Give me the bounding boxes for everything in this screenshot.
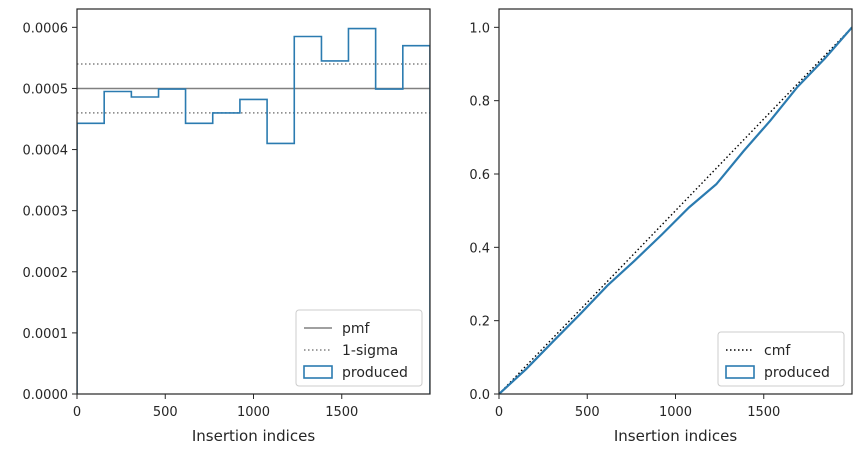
- left-plot: 0 500 1000 1500 0.0000 0.0001 0.0002 0.0003 0.00…: [23, 8, 431, 445]
- plot-area: [77, 27, 430, 394]
- legend-swatch-box: [303, 365, 333, 379]
- legend-label: produced: [764, 365, 830, 381]
- y-tick-label: 0.0: [469, 388, 490, 403]
- legend: cmf produced: [717, 331, 845, 387]
- produced-cdf-line: [499, 26, 852, 394]
- x-tick-label: 1500: [747, 405, 780, 420]
- y-tick-label: 0.0003: [23, 205, 69, 220]
- x-tick-label: 0: [73, 405, 81, 420]
- y-tick-label: 1.0: [469, 21, 490, 36]
- legend-frame: [717, 331, 845, 387]
- legend-frame: [295, 309, 423, 387]
- x-tick-label: 500: [153, 405, 178, 420]
- x-tick-label: 0: [495, 405, 503, 420]
- legend-entry: cmf: [726, 343, 791, 359]
- produced-histogram: [77, 27, 430, 394]
- legend-label: 1-sigma: [342, 343, 398, 359]
- legend-label: produced: [342, 365, 408, 381]
- y-tick-label: 0.0000: [23, 388, 69, 403]
- y-tick-label: 0.6: [469, 168, 490, 183]
- legend-entry: 1-sigma: [304, 343, 398, 359]
- y-tick-label: 0.4: [469, 241, 490, 256]
- legend-label: pmf: [342, 321, 371, 337]
- legend-entry: produced: [725, 365, 830, 381]
- y-tick-label: 0.8: [469, 95, 490, 110]
- cmf-line: [499, 26, 852, 394]
- x-axis-label: Insertion indices: [192, 427, 315, 445]
- x-tick-label: 1000: [237, 405, 270, 420]
- legend: pmf 1-sigma produced: [295, 309, 423, 387]
- y-tick-label: 0.0005: [23, 82, 69, 97]
- x-tick-label: 1000: [659, 405, 692, 420]
- y-tick-label: 0.2: [469, 315, 490, 330]
- x-tick-label: 1500: [325, 405, 358, 420]
- legend-entry: produced: [303, 365, 408, 381]
- y-tick-label: 0.0004: [23, 144, 69, 159]
- plot-area: [499, 26, 852, 394]
- right-plot: 0 500 1000 1500 0.0 0.2 0.4 0.6 0.8 1.0 Insertion …: [469, 8, 853, 445]
- legend-label: cmf: [764, 343, 791, 359]
- x-axis-label: Insertion indices: [614, 427, 737, 445]
- y-tick-label: 0.0001: [23, 327, 69, 342]
- legend-swatch-box: [725, 365, 755, 379]
- y-tick-label: 0.0006: [23, 21, 69, 36]
- x-tick-label: 500: [575, 405, 600, 420]
- legend-entry: pmf: [304, 321, 371, 337]
- y-tick-label: 0.0002: [23, 266, 69, 281]
